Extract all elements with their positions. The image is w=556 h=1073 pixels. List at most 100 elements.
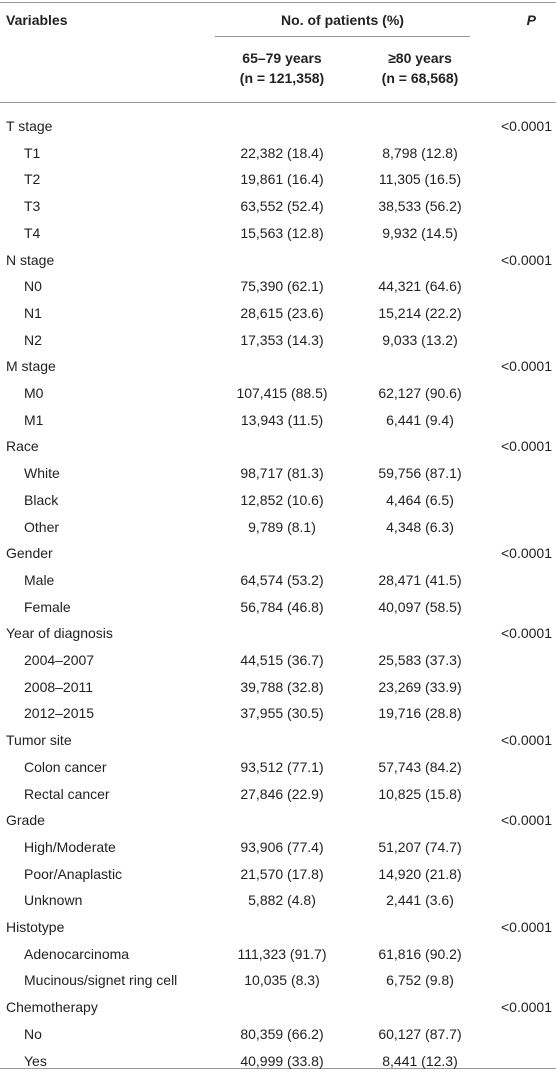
p-value: <0.0001 [501,732,552,749]
cell-value: 38,533 (56.2) [378,198,462,215]
cell-value: 27,846 (22.9) [240,785,324,802]
group-n: (n = 68,568) [381,70,459,86]
cell-value: 6,752 (9.8) [386,972,454,989]
row-label: 2008–2011 [24,678,94,695]
cell-value: 40,097 (58.5) [378,598,462,615]
section-label: Histotype [6,919,65,935]
cell-value: 15,214 (22.2) [378,304,462,321]
cell-value: 93,906 (77.4) [240,838,324,855]
section-label: Race [6,438,39,455]
cell-value: 4,464 (6.5) [386,491,454,508]
row-label: Female [24,598,71,615]
header-p: P [526,12,536,28]
cell-value: 56,784 (46.8) [240,598,324,615]
cell-value: 22,382 (18.4) [240,144,324,161]
cell-value: 23,269 (33.9) [378,678,462,695]
section-label: Gender [6,545,53,562]
p-value: <0.0001 [501,919,552,935]
cell-value: 9,033 (13.2) [382,331,458,348]
cell-value: 107,415 (88.5) [236,385,328,401]
section-label: Tumor site [6,732,72,749]
row-label: Rectal cancer [24,785,110,802]
cell-value: 9,932 (14.5) [382,224,458,241]
cell-value: 25,583 (37.3) [378,652,462,668]
p-value: <0.0001 [501,118,552,134]
cell-value: 40,999 (33.8) [240,1052,324,1069]
row-label: Mucinous/signet ring cell [24,972,178,989]
cell-value: 8,798 (12.8) [382,144,458,161]
section-label: M stage [6,358,56,375]
section-label: Year of diagnosis [6,625,113,642]
cell-value: 37,955 (30.5) [240,705,324,722]
row-label: T3 [24,198,41,215]
row-label: N2 [24,331,42,348]
cell-value: 19,716 (28.8) [378,705,462,722]
cell-value: 11,305 (16.5) [378,171,462,188]
cell-value: 14,920 (21.8) [378,865,462,882]
p-value: <0.0001 [501,545,552,562]
cell-value: 5,882 (4.8) [248,892,316,909]
section-label: Chemotherapy [6,999,98,1016]
group-n: (n = 121,358) [239,70,325,86]
cell-value: 2,441 (3.6) [386,892,454,909]
header-sub-rule [215,36,470,37]
cell-value: 21,570 (17.8) [240,865,324,882]
cell-value: 93,512 (77.1) [240,758,324,775]
group-header: ≥80 years [388,50,452,66]
section-label: N stage [6,251,55,268]
cell-value: 75,390 (62.1) [240,278,324,295]
cell-value: 98,717 (81.3) [240,465,324,482]
cell-value: 64,574 (53.2) [240,571,324,588]
row-label: No [24,1025,42,1042]
bottom-rule [0,1068,556,1069]
cell-value: 13,943 (11.5) [240,411,324,428]
row-label: Adenocarcinoma [24,945,130,962]
row-label: M0 [24,385,44,401]
cell-value: 59,756 (87.1) [378,465,462,482]
cell-value: 62,127 (90.6) [378,385,462,401]
row-label: N1 [24,304,42,321]
p-value: <0.0001 [501,251,552,268]
p-value: <0.0001 [501,438,552,455]
cell-value: 8,441 (12.3) [382,1052,458,1069]
cell-value: 19,861 (16.4) [240,171,324,188]
row-label: Yes [24,1052,47,1069]
cell-value: 10,825 (15.8) [378,785,462,802]
row-label: Other [24,518,60,535]
cell-value: 12,852 (10.6) [240,491,324,508]
cell-value: 44,321 (64.6) [378,278,462,295]
p-value: <0.0001 [501,358,552,375]
row-label: T4 [24,224,41,241]
cell-value: 80,359 (66.2) [240,1025,324,1042]
header-rule [0,102,556,103]
cell-value: 63,552 (52.4) [240,198,324,215]
p-value: <0.0001 [501,999,552,1016]
cell-value: 51,207 (74.7) [378,838,462,855]
cell-value: 44,515 (36.7) [240,652,324,668]
section-label: Grade [6,812,45,829]
cell-value: 111,323 (91.7) [237,945,327,962]
row-label: N0 [24,278,42,295]
cell-value: 15,563 (12.8) [240,224,324,241]
row-label: T2 [24,171,41,188]
header-variables: Variables [6,12,68,28]
cell-value: 6,441 (9.4) [386,411,454,428]
cell-value: 61,816 (90.2) [378,945,462,962]
cell-value: 28,471 (41.5) [378,571,462,588]
row-label: Poor/Anaplastic [24,865,123,882]
cell-value: 28,615 (23.6) [240,304,324,321]
cell-value: 17,353 (14.3) [240,331,324,348]
row-label: Unknown [24,892,83,909]
row-label: High/Moderate [24,838,116,855]
row-label: Colon cancer [24,758,107,775]
group-header: 65–79 years [242,50,322,66]
row-label: 2004–2007 [24,652,95,668]
row-label: T1 [24,144,41,161]
section-label: T stage [6,118,53,134]
cell-value: 9,789 (8.1) [248,518,316,535]
cell-value: 60,127 (87.7) [378,1025,462,1042]
header-patients: No. of patients (%) [281,12,404,28]
row-label: 2012–2015 [24,705,95,722]
row-label: M1 [24,411,44,428]
